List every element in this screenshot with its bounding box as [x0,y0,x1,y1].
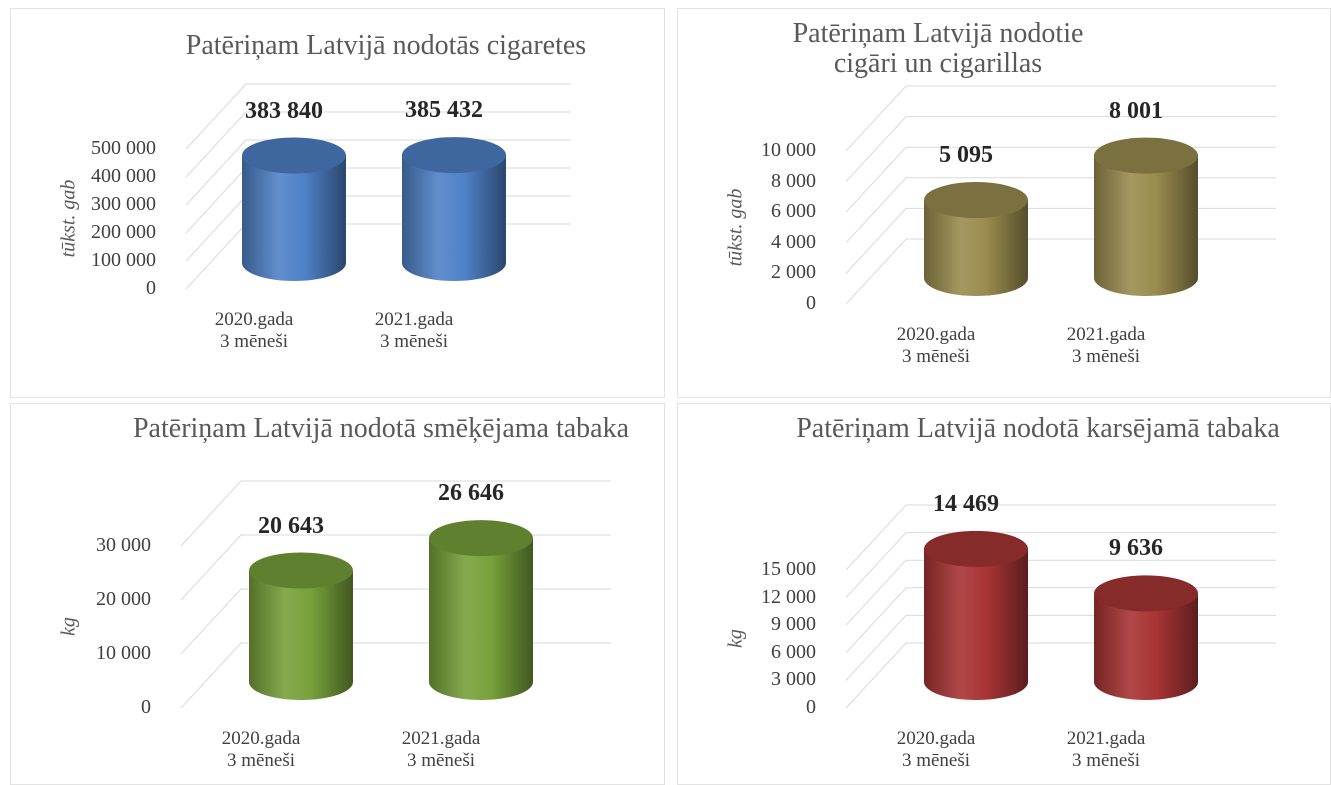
cylinder [249,552,353,700]
x-tick-label: 2021.gada 3 mēneši [1066,728,1146,771]
bar-top [924,182,1028,219]
bar [1094,593,1198,700]
y-axis-title: kg [57,617,80,636]
grid-line [845,559,1276,626]
grid-line [845,85,1276,152]
cylinder [242,137,346,281]
data-label: 26 646 [438,480,504,507]
y-tick-label: 200 000 [91,221,156,243]
bar [242,155,346,281]
bar-top [1094,137,1198,174]
y-tick-label: 300 000 [91,193,156,215]
chart-panel: Patēriņam Latvijā nodotās cigaretes tūkst… [10,8,665,398]
data-label: 20 643 [258,512,324,539]
grid-line [845,504,1276,571]
cylinder [1094,575,1198,700]
data-label: 5 095 [939,142,993,169]
data-label: 385 432 [405,97,483,124]
cylinder [429,520,533,700]
grid-line [185,83,571,150]
cylinder [924,530,1028,700]
bar [429,538,533,700]
bar-top [402,137,506,174]
data-label: 8 001 [1109,97,1163,124]
grid-line [185,111,571,178]
x-tick-label: 2021.gada 3 mēneši [401,728,481,771]
bar-top [924,530,1028,567]
y-tick-label: 20 000 [96,588,151,610]
x-tick-label: 2020.gada 3 mēneši [221,728,301,771]
chart-panel: Patēriņam Latvijā nodotā karsējamā tabak… [677,403,1331,785]
y-tick-label: 10 000 [96,642,151,664]
y-tick-label: 4 000 [771,230,816,253]
chart-title: Patēriņam Latvijā nodotā karsējamā tabak… [796,413,1280,444]
chart [845,85,1276,305]
grid-line [180,642,611,709]
bar [402,155,506,281]
cylinder [1094,137,1198,296]
chart-panel: Patēriņam Latvijā nodotā smēķējama tabak… [10,403,665,785]
y-tick-label: 2 000 [771,261,816,284]
x-tick-label: 2021.gada 3 mēneši [374,309,454,352]
grid-line [180,588,611,655]
y-tick-label: 0 [806,292,816,314]
bar-top [429,520,533,557]
data-label: 14 469 [933,490,999,517]
grid-line [845,642,1276,709]
grid-line [845,207,1276,274]
cylinder [402,137,506,281]
chart-panel: Patēriņam Latvijā nodotie cigāri un ciga… [677,8,1331,398]
x-tick-label: 2020.gada 3 mēneši [214,309,294,352]
chart [185,83,571,290]
data-label: 383 840 [245,97,323,124]
bar-top [249,552,353,589]
y-tick-label: 3 000 [771,668,816,691]
y-tick-label: 100 000 [91,249,156,271]
data-label: 9 636 [1109,535,1163,562]
x-tick-label: 2021.gada 3 mēneši [1066,324,1146,367]
grid-line [845,614,1276,681]
y-tick-label: 6 000 [771,200,816,223]
chart-title: Patēriņam Latvijā nodotie cigāri un ciga… [792,18,1084,79]
y-axis-title: tūkst. gab [57,179,80,258]
y-tick-label: 400 000 [91,165,156,187]
bar [1094,155,1198,296]
y-tick-label: 9 000 [771,613,816,636]
y-axis-title: kg [724,629,747,648]
grid-line [180,480,611,547]
grid-line [845,532,1276,598]
bar [924,200,1028,296]
y-tick-label: 500 000 [91,137,156,159]
y-tick-label: 30 000 [96,534,151,556]
y-tick-label: 0 [146,277,156,299]
y-tick-label: 6 000 [771,640,816,663]
cylinder [924,182,1028,296]
chart [845,504,1276,709]
bar [249,570,353,700]
bar-top [1094,575,1198,612]
grid-line [845,177,1276,244]
grid-line [180,534,611,601]
chart [180,480,611,709]
grid-line [845,238,1276,305]
x-tick-label: 2020.gada 3 mēneši [896,324,976,367]
bar [924,548,1028,700]
grid-line [845,116,1276,182]
x-tick-label: 2020.gada 3 mēneši [896,728,976,771]
chart-title: Patēriņam Latvijā nodotās cigaretes [185,30,587,61]
chart-title: Patēriņam Latvijā nodotā smēķējama tabak… [132,413,630,444]
y-tick-label: 0 [141,696,151,718]
y-tick-label: 12 000 [761,585,816,608]
bar-top [242,137,346,174]
y-tick-label: 0 [806,696,816,718]
y-tick-label: 8 000 [771,169,816,192]
y-tick-label: 10 000 [761,139,816,161]
y-tick-label: 15 000 [761,558,816,580]
